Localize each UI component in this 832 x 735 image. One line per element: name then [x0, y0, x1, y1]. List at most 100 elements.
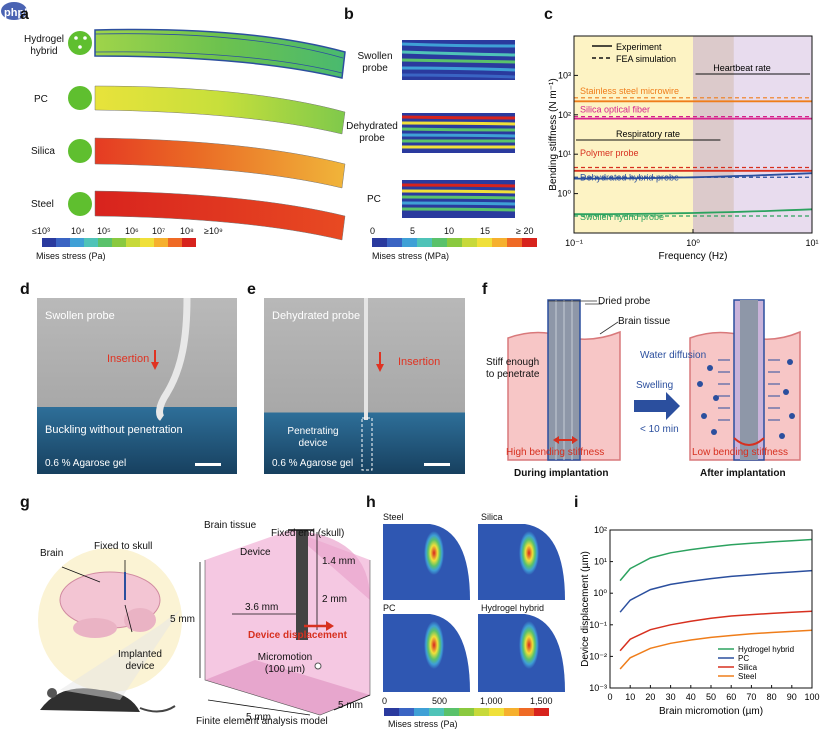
cbar-a-tick-2: 10⁵ — [97, 226, 111, 236]
row-dehydrated-probe: Dehydrated probe — [346, 121, 398, 144]
y-tick-label-c-2: 10² — [558, 110, 571, 120]
cbar-h-tick-3: 1,500 — [530, 696, 553, 706]
y-tick-label-i-1: 10⁻² — [589, 651, 607, 661]
dried-probe-label: Dried probe — [598, 296, 651, 307]
y-axis-label-c: Bending stiffness (N m⁻¹) — [548, 78, 559, 190]
cbar-b-tick-4: ≥ 20 — [516, 226, 534, 236]
respiratory-label: Respiratory rate — [616, 129, 680, 139]
dim-5mm-left: 5 mm — [170, 614, 195, 625]
legend-label-i-1: PC — [738, 654, 749, 663]
dim-5mm-bottom: 5 mm — [246, 712, 271, 723]
row-silica: Silica — [31, 146, 55, 157]
brain-label: Brain — [40, 548, 64, 559]
y-tick-label-i-0: 10⁻³ — [589, 683, 607, 693]
insertion-arrow-e — [376, 364, 384, 372]
cbar-h-tick-1: 500 — [432, 696, 448, 706]
dim-2mm: 2 mm — [322, 594, 347, 605]
device-displacement-label: Device displacement — [248, 630, 347, 641]
panel-f-label: f — [482, 281, 488, 298]
cbar-b-tick-0: 0 — [370, 226, 376, 236]
panel-i-label: i — [574, 494, 579, 511]
buckling-label: Buckling without penetration — [45, 424, 183, 436]
panel-d-label: d — [20, 281, 30, 298]
swelling-label: Swelling — [636, 380, 674, 391]
cbar-a-title: Mises stress (Pa) — [36, 251, 106, 261]
fixed-skull-label: Fixed to skull — [94, 541, 153, 552]
device-outline-box — [361, 417, 373, 471]
cbar-b-tick-2: 10 — [444, 226, 455, 236]
time-label: < 10 min — [640, 424, 679, 435]
series-line-i-0 — [619, 538, 813, 582]
y-tick-label-c-1: 10¹ — [558, 149, 571, 159]
panel-a-label: a — [20, 6, 29, 23]
y-tick-label-c-3: 10³ — [558, 70, 571, 80]
brain-tissue-label-g: Brain tissue — [204, 520, 257, 531]
cbar-a-tick-1: 10⁴ — [71, 226, 85, 236]
panel-g-label: g — [20, 494, 30, 511]
row-pc: PC — [34, 94, 48, 105]
x-tick-label-i-8: 80 — [767, 692, 777, 702]
micromotion-label: Micromotion (100 µm) — [257, 652, 313, 675]
series-label-steel: Stainless steel microwire — [580, 86, 679, 96]
series-line-i-2 — [619, 610, 813, 652]
photo-swollen-probe: Swollen probe Insertion Buckling without… — [37, 298, 237, 474]
h-name-hydrogel: Hydrogel hybrid — [481, 603, 545, 613]
overlap-region — [693, 36, 734, 233]
series-label-silica: Silica optical fiber — [580, 104, 650, 114]
low-stiffness-label: Low bending stiffness — [692, 447, 788, 458]
legend-label-i-0: Hydrogel hybrid — [738, 645, 794, 654]
panel-e-label: e — [247, 281, 256, 298]
heartbeat-label: Heartbeat rate — [713, 63, 771, 73]
respiratory-region — [574, 36, 693, 233]
x-tick-label-i-1: 10 — [625, 692, 635, 702]
x-axis-label-i: Brain micromotion (µm) — [659, 706, 763, 717]
dim-1-4mm: 1.4 mm — [322, 556, 356, 567]
x-tick-label-i-4: 40 — [686, 692, 696, 702]
series-experiment-4 — [574, 208, 813, 216]
stiff-label: Stiff enough to penetrate — [486, 357, 540, 380]
row-hydrogel-hybrid: Hydrogel hybrid — [23, 34, 65, 57]
x-tick-label-i-2: 20 — [645, 692, 655, 702]
watermark-logo: php中文网 — [0, 0, 60, 22]
high-stiffness-label: High bending stiffness — [506, 447, 605, 458]
legend-label-i-3: Steel — [738, 672, 756, 681]
x-tick-label-i-7: 70 — [746, 692, 756, 702]
cbar-a-tick-6: ≥10⁹ — [204, 226, 223, 236]
fixed-end-label: Fixed end (skull) — [271, 528, 345, 539]
x-tick-label-i-5: 50 — [706, 692, 716, 702]
h-name-pc: PC — [383, 603, 396, 613]
series-label-polymer: Polymer probe — [580, 148, 639, 158]
cbar-a-tick-3: 10⁶ — [125, 226, 139, 236]
x-tick-label-i-9: 90 — [787, 692, 797, 702]
h-name-silica: Silica — [481, 512, 503, 522]
series-label-dehydrated: Dehydrated hybrid probe — [580, 173, 679, 183]
x-tick-label-c-2: 10¹ — [805, 238, 818, 248]
photo-dehydrated-probe: Dehydrated probe Insertion Penetrating d… — [264, 298, 465, 474]
panel-c-label: c — [544, 6, 553, 23]
fea-caption: Finite element analysis model — [196, 716, 328, 727]
row-swollen-probe: Swollen probe — [357, 51, 393, 74]
watermark-icon — [1, 2, 27, 20]
cbar-h-tick-0: 0 — [382, 696, 388, 706]
watermark-text: php中文网 — [4, 7, 58, 19]
cbar-b-title: Mises stress (MPa) — [372, 251, 450, 261]
panel-b-label: b — [344, 6, 354, 23]
panel-h-label: h — [366, 494, 376, 511]
x-tick-label-i-0: 0 — [607, 692, 612, 702]
insertion-label-d: Insertion — [107, 353, 150, 365]
y-tick-label-i-3: 10⁰ — [593, 588, 607, 598]
water-diffusion-label: Water diffusion — [640, 350, 707, 361]
x-tick-label-i-3: 30 — [666, 692, 676, 702]
dim-5mm-right: 5 mm — [338, 700, 363, 711]
y-tick-label-i-2: 10⁻¹ — [589, 620, 607, 630]
cbar-a-tick-0: ≤10³ — [32, 226, 50, 236]
device-label: Device — [240, 547, 271, 558]
insertion-arrow-d — [151, 362, 159, 370]
row-steel: Steel — [31, 199, 54, 210]
penetrating-device-label: Penetrating device — [287, 426, 339, 449]
swollen-probe-title: Swollen probe — [45, 310, 115, 322]
after-implantation-label: After implantation — [700, 468, 786, 479]
y-tick-label-c-0: 10⁰ — [557, 189, 571, 199]
x-tick-label-c-0: 10⁻¹ — [565, 238, 583, 248]
